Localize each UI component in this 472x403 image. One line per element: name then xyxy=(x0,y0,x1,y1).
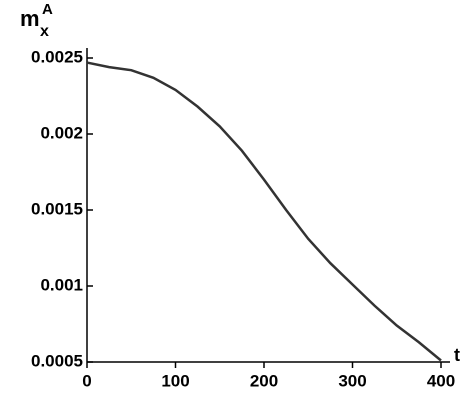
y-axis-label: m xyxy=(20,6,40,31)
x-tick-label: 0 xyxy=(82,371,91,390)
x-tick-label: 300 xyxy=(338,371,366,390)
y-tick-label: 0.001 xyxy=(40,275,83,294)
data-line xyxy=(86,61,442,362)
y-tick-label: 0.0005 xyxy=(31,351,83,370)
y-tick-label: 0.002 xyxy=(40,123,83,142)
x-tick-label: 400 xyxy=(427,371,455,390)
y-axis-label-sup: A xyxy=(42,1,53,18)
y-tick-label: 0.0025 xyxy=(31,47,83,66)
x-tick-label: 100 xyxy=(161,371,189,390)
x-axis-label: t xyxy=(454,345,460,365)
x-tick-label: 200 xyxy=(250,371,278,390)
y-axis-label-sub: x xyxy=(40,23,49,40)
y-tick-label: 0.0015 xyxy=(31,199,83,218)
